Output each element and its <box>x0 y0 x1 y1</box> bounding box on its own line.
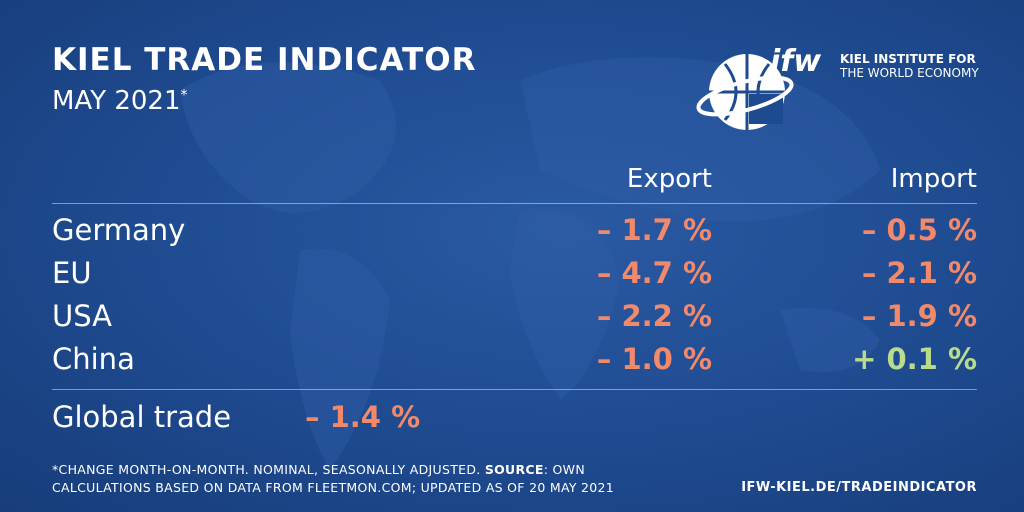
row-label: USA <box>52 299 113 333</box>
row-label: Germany <box>52 213 186 247</box>
footnote-text: : OWN <box>543 462 585 477</box>
export-value: – 2.2 % <box>596 299 712 333</box>
logo-text: KIEL INSTITUTE FOR THE WORLD ECONOMY <box>840 52 979 80</box>
export-value: – 4.7 % <box>596 256 712 290</box>
import-value: – 1.9 % <box>861 299 977 333</box>
logo-mark: ifw <box>770 44 822 79</box>
divider <box>52 389 977 390</box>
logo-line: KIEL INSTITUTE FOR <box>840 52 976 66</box>
footnote-mark: * <box>180 87 188 104</box>
import-value: + 0.1 % <box>852 342 977 376</box>
logo-line: THE WORLD ECONOMY <box>840 66 979 80</box>
footnote: *CHANGE MONTH-ON-MONTH. NOMINAL, SEASONA… <box>52 462 585 477</box>
footnote-bold: SOURCE <box>484 462 544 477</box>
logo-globe <box>696 54 794 130</box>
footnote-text: *CHANGE MONTH-ON-MONTH. NOMINAL, SEASONA… <box>52 462 485 477</box>
divider <box>52 203 977 204</box>
url: IFW-KIEL.DE/TRADEINDICATOR <box>741 480 977 495</box>
import-value: – 0.5 % <box>861 213 977 247</box>
import-value: – 2.1 % <box>861 256 977 290</box>
column-header: Import <box>890 164 977 194</box>
global-value: – 1.4 % <box>305 400 421 434</box>
title: KIEL TRADE INDICATOR <box>52 42 477 78</box>
export-value: – 1.0 % <box>596 342 712 376</box>
row-label: EU <box>52 256 92 290</box>
subtitle-text: MAY 2021 <box>52 86 181 116</box>
footnote: CALCULATIONS BASED ON DATA FROM FLEETMON… <box>52 480 615 495</box>
global-label: Global trade <box>52 400 232 434</box>
subtitle: MAY 2021* <box>52 86 188 116</box>
export-value: – 1.7 % <box>596 213 712 247</box>
column-header: Export <box>626 164 712 194</box>
row-label: China <box>52 342 135 376</box>
